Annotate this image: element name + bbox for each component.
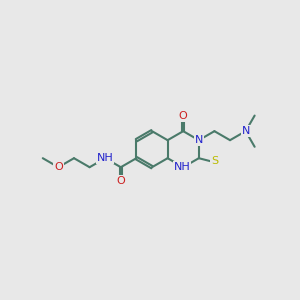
Text: S: S [211, 156, 218, 167]
Text: N: N [195, 135, 203, 145]
Text: NH: NH [174, 162, 190, 172]
Text: O: O [54, 162, 63, 172]
Text: NH: NH [97, 153, 114, 163]
Text: N: N [242, 126, 250, 136]
Text: O: O [179, 111, 188, 122]
Text: O: O [116, 176, 125, 186]
